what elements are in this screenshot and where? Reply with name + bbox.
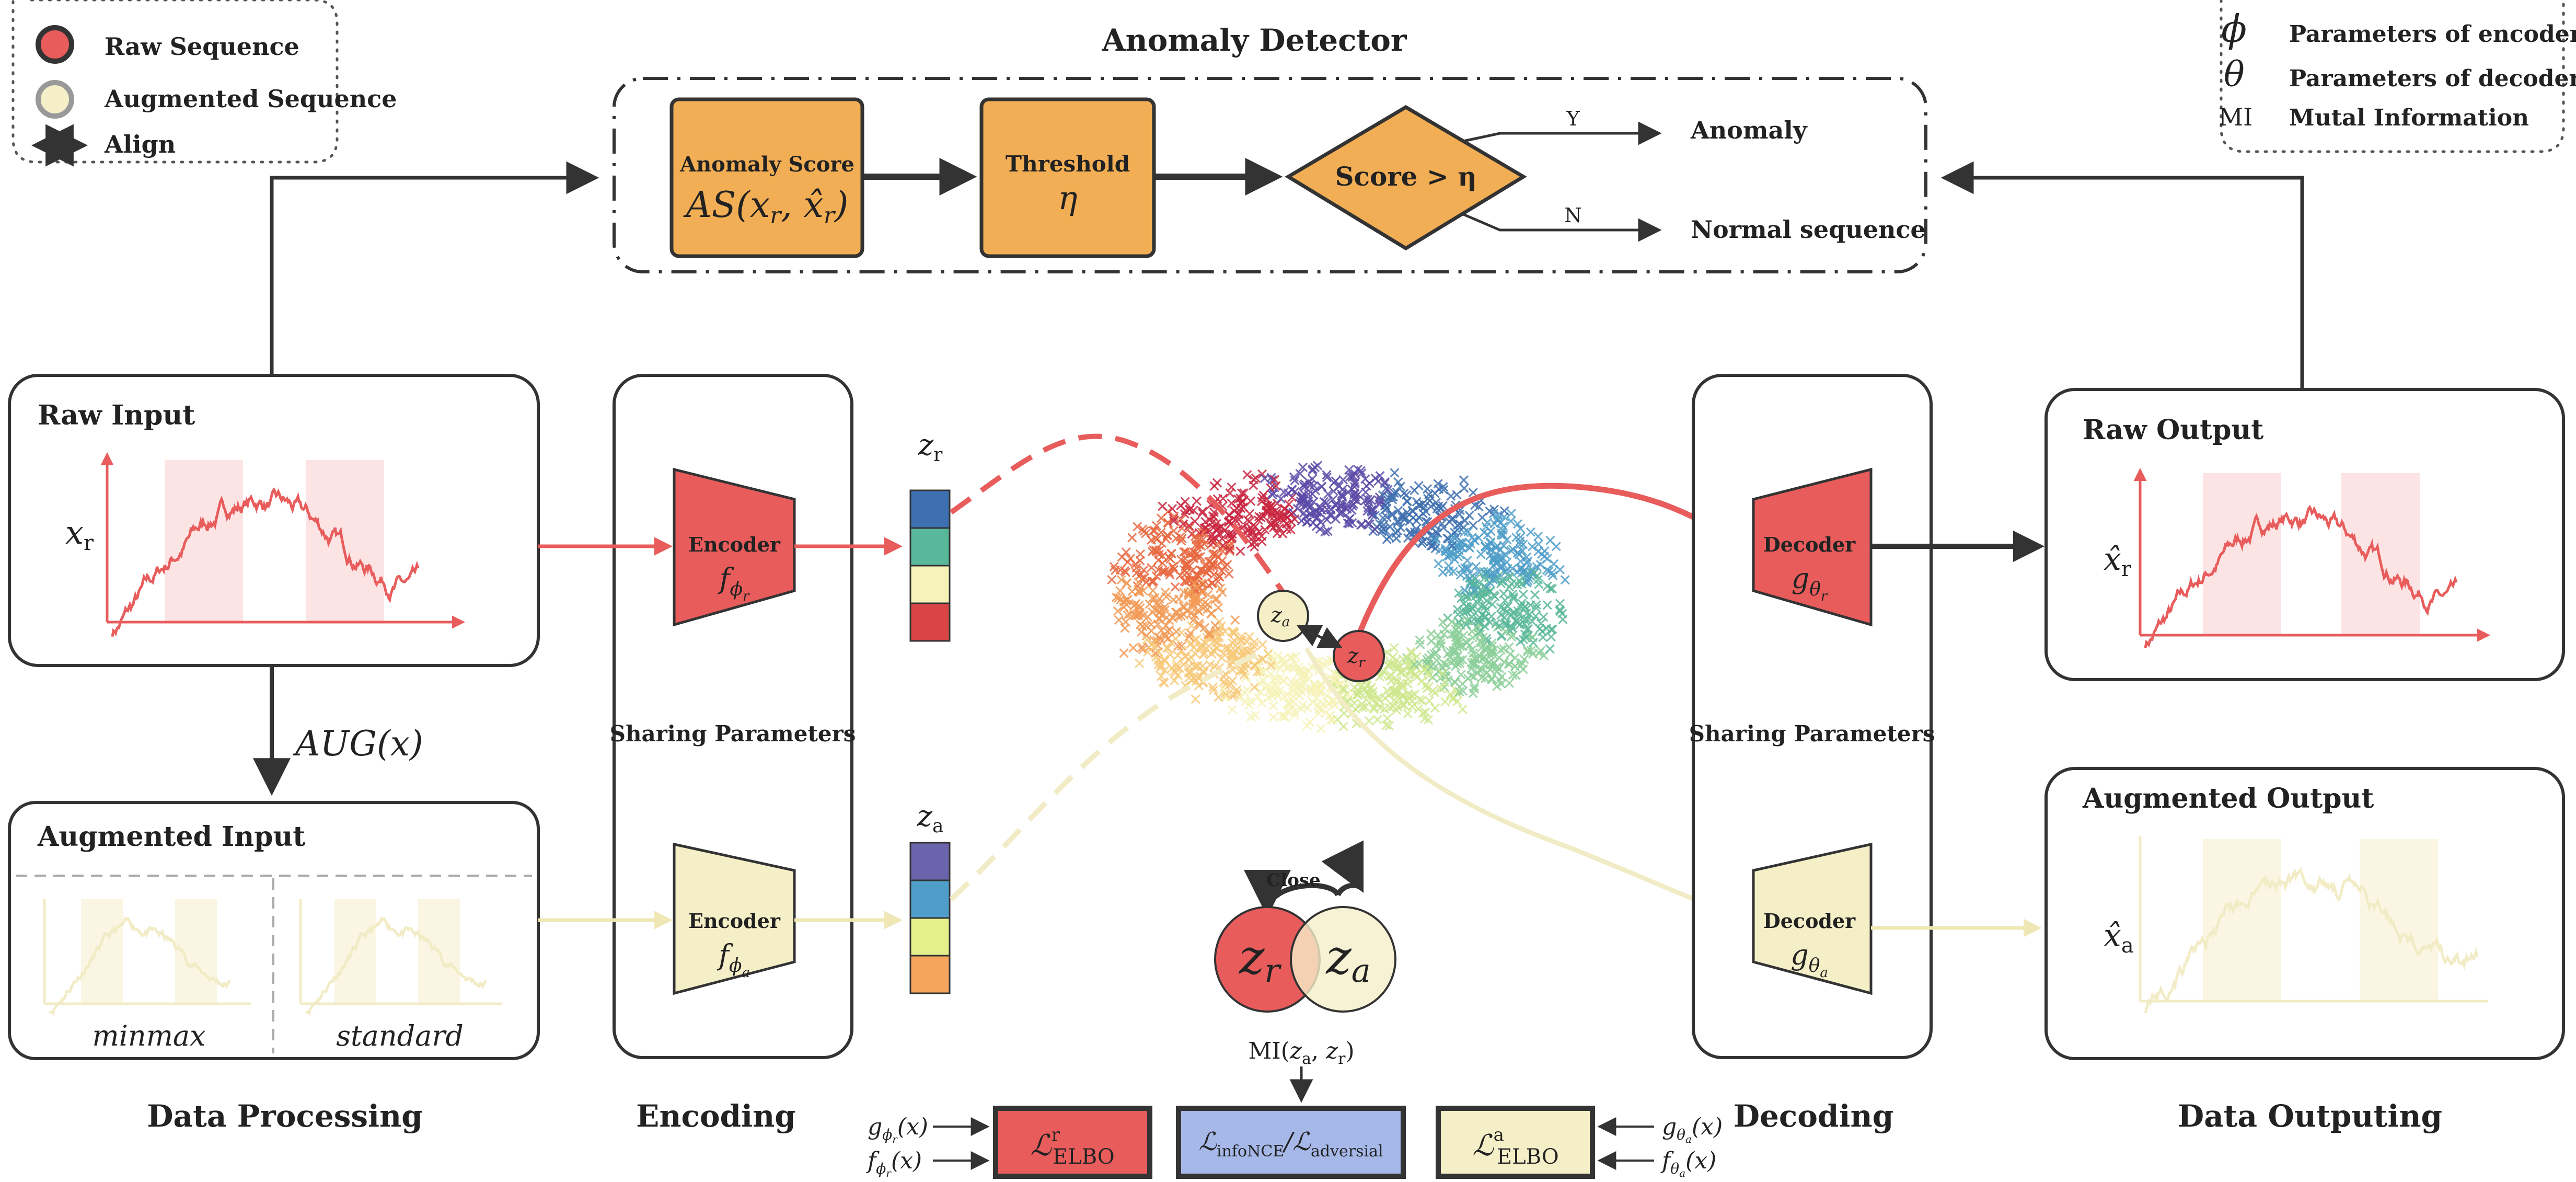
- raw-sequence-swatch: [36, 25, 74, 64]
- close-venn: Close zr za: [1214, 840, 1396, 1013]
- legend-mi-label: Mutal Information: [2289, 105, 2529, 131]
- stage-encoding: Encoding: [636, 1098, 796, 1134]
- latent-space-scatter: [1107, 461, 1570, 733]
- anomaly-score-box: [669, 97, 864, 258]
- augmented-input-title: Augmented Input: [37, 821, 305, 853]
- yes-label: Y: [1566, 107, 1580, 130]
- loss-section: MI(za, zr) ℒr ELBO ℒinfoNCE/ℒadversial ℒa…: [866, 1038, 1723, 1179]
- augmented-output-panel: Augmented Output x̂a: [2044, 767, 2565, 1060]
- decoding-panel: Sharing Parameters Decoder gθr Decoder g…: [1689, 374, 1935, 1059]
- raw-output-title: Raw Output: [2083, 414, 2263, 446]
- no-label: N: [1564, 204, 1581, 227]
- stage-outputing: Data Outputing: [2178, 1098, 2442, 1134]
- encoder-raw-label: Encoder: [688, 533, 781, 556]
- decision-label: Score > η: [1335, 161, 1476, 192]
- anomaly-score-formula: AS(xr, x̂r): [683, 185, 849, 229]
- za-vector: za: [909, 799, 951, 994]
- g-phi-input: gϕr(x): [868, 1114, 928, 1145]
- legend-aug-label: Augmented Sequence: [104, 85, 397, 113]
- f-theta-input: fθa(x): [1660, 1147, 1716, 1179]
- raw-input-panel: Raw Input xr: [8, 374, 540, 667]
- zr-to-latent-curve: [950, 433, 1309, 629]
- decoding-sharing-label: Sharing Parameters: [1689, 721, 1935, 747]
- decoder-aug-label: Decoder: [1763, 909, 1856, 933]
- standard-label: standard: [336, 1019, 464, 1052]
- legend-raw-label: Raw Sequence: [105, 32, 299, 61]
- encoding-panel: Sharing Parameters Encoder fϕr Encoder f…: [610, 374, 856, 1059]
- encoder-augmented: [673, 842, 796, 995]
- za-label: za: [917, 799, 944, 837]
- standard-series: [305, 916, 487, 1016]
- encoding-sharing-label: Sharing Parameters: [610, 721, 856, 747]
- anomaly-detector: Anomaly Detector Anomaly Score AS(xr, x̂…: [613, 22, 1927, 273]
- za-point: [1257, 590, 1309, 642]
- raw-input-series: [111, 487, 420, 637]
- svg-text:za: za: [1325, 929, 1370, 990]
- stage-decoding: Decoding: [1734, 1098, 1894, 1134]
- threshold-box: [979, 97, 1156, 258]
- aug-output-series: [2144, 867, 2479, 1014]
- elbo-raw-box: [993, 1106, 1152, 1179]
- threshold-symbol: η: [1058, 179, 1077, 217]
- anomaly-label: Anomaly: [1690, 116, 1808, 144]
- detector-title: Anomaly Detector: [1102, 22, 1407, 58]
- phi-symbol: ϕ: [2221, 7, 2247, 51]
- raw-input-title: Raw Input: [38, 399, 195, 431]
- decoder-raw-label: Decoder: [1763, 533, 1856, 556]
- close-label: Close: [1266, 870, 1320, 891]
- legend-encoder-params: Parameters of encoder: [2289, 21, 2576, 48]
- raw-output-series: [2144, 504, 2458, 648]
- aug-output-title: Augmented Output: [2082, 783, 2374, 814]
- decoder-augmented: [1752, 842, 1873, 995]
- threshold-label: Threshold: [1006, 151, 1130, 177]
- decoder-raw: [1752, 467, 1873, 627]
- raw-output-panel: Raw Output x̂r: [2044, 388, 2565, 681]
- elbo-aug-box: [1436, 1106, 1595, 1179]
- svg-text:za: za: [1270, 603, 1290, 630]
- f-phi-input: fϕr(x): [866, 1147, 922, 1179]
- mi-symbol: MI: [2219, 103, 2252, 131]
- yes-branch-arrow: [1463, 121, 1662, 145]
- align-arrow: [1296, 625, 1343, 649]
- zr-label: zr: [918, 428, 943, 466]
- raw-output-to-detector-arrow: [1940, 161, 2304, 389]
- augmented-sequence-swatch: [36, 80, 74, 119]
- normal-label: Normal sequence: [1691, 215, 1926, 244]
- zr-vector: zr: [909, 428, 951, 642]
- augmented-input-panel: Augmented Input minmax standard: [8, 801, 540, 1060]
- legend-left: Raw Sequence Augmented Sequence Align: [11, 0, 397, 167]
- mi-label: MI(za, zr): [1248, 1038, 1354, 1068]
- legend-align-label: Align: [104, 130, 176, 158]
- anomaly-score-label: Anomaly Score: [679, 152, 854, 177]
- g-theta-input: gθa(x): [1662, 1114, 1723, 1145]
- theta-symbol: θ: [2224, 54, 2245, 95]
- zr-point: [1333, 630, 1385, 682]
- encoder-raw: [673, 467, 796, 627]
- augment-label: AUG(x): [292, 724, 423, 764]
- stage-processing: Data Processing: [147, 1098, 423, 1134]
- no-branch-arrow: [1463, 213, 1662, 242]
- legend-decoder-params: Parameters of decoder: [2289, 65, 2576, 92]
- infonce-box: [1176, 1106, 1406, 1179]
- minmax-series: [49, 916, 231, 1016]
- legend-right: ϕ Parameters of encoder θ Parameters of …: [2219, 0, 2576, 153]
- raw-input-to-detector-arrow: [270, 161, 599, 374]
- encoder-aug-label: Encoder: [688, 909, 781, 933]
- minmax-label: minmax: [92, 1019, 205, 1052]
